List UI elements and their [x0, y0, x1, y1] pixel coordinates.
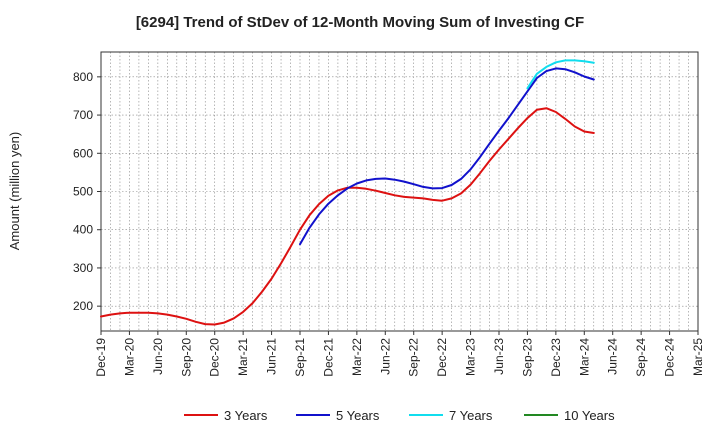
x-tick-label: Sep-23	[520, 338, 534, 377]
y-tick-label: 600	[73, 146, 93, 160]
y-axis-label: Amount (million yen)	[7, 132, 22, 251]
x-tick-label: Dec-20	[208, 338, 222, 377]
x-tick-label: Jun-24	[606, 338, 620, 375]
y-tick-label: 200	[73, 299, 93, 313]
x-tick-label: Jun-20	[151, 338, 165, 375]
x-tick-label: Dec-19	[94, 338, 108, 377]
series-line-7-years	[526, 59, 595, 90]
legend-label-3-years: 3 Years	[224, 408, 268, 423]
x-tick-label: Mar-24	[577, 338, 591, 376]
series-line-5-years	[299, 67, 595, 246]
legend-label-5-years: 5 Years	[336, 408, 380, 423]
x-tick-label: Dec-23	[549, 338, 563, 377]
y-tick-label: 800	[73, 70, 93, 84]
legend-label-10-years: 10 Years	[564, 408, 615, 423]
y-tick-label: 500	[73, 185, 93, 199]
x-tick-label: Dec-24	[663, 338, 677, 377]
x-tick-label: Mar-22	[350, 338, 364, 376]
x-tick-label: Mar-20	[122, 338, 136, 376]
x-tick-label: Dec-21	[321, 338, 335, 377]
y-tick-label: 300	[73, 261, 93, 275]
x-tick-label: Sep-24	[634, 338, 648, 377]
x-tick-label: Jun-22	[378, 338, 392, 375]
x-tick-label: Sep-20	[179, 338, 193, 377]
x-tick-label: Mar-25	[691, 338, 705, 376]
x-tick-label: Jun-21	[265, 338, 279, 375]
y-tick-label: 700	[73, 108, 93, 122]
x-tick-label: Sep-21	[293, 338, 307, 377]
x-tick-label: Dec-22	[435, 338, 449, 377]
x-tick-label: Sep-22	[407, 338, 421, 377]
x-tick-label: Mar-21	[236, 338, 250, 376]
x-tick-label: Mar-23	[464, 338, 478, 376]
chart-title: [6294] Trend of StDev of 12-Month Moving…	[136, 14, 584, 31]
legend-label-7-years: 7 Years	[449, 408, 493, 423]
x-tick-label: Jun-23	[492, 338, 506, 375]
legend: 3 Years 5 Years 7 Years 10 Years	[184, 408, 615, 423]
plot-area: 200 300 400 500 600 700 800 Dec-19 Mar-20 Jun-20 S…	[73, 51, 705, 377]
y-tick-label: 400	[73, 223, 93, 237]
